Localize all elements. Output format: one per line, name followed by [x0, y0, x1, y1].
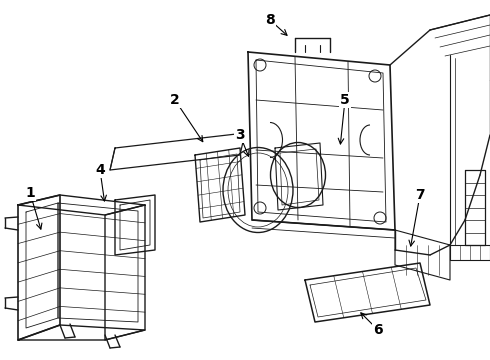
Text: 3: 3: [235, 128, 245, 142]
Text: 8: 8: [265, 13, 275, 27]
Text: 1: 1: [25, 186, 35, 200]
Text: 7: 7: [415, 188, 425, 202]
Text: 6: 6: [373, 323, 383, 337]
Text: 4: 4: [95, 163, 105, 177]
Text: 2: 2: [170, 93, 180, 107]
Text: 5: 5: [340, 93, 350, 107]
